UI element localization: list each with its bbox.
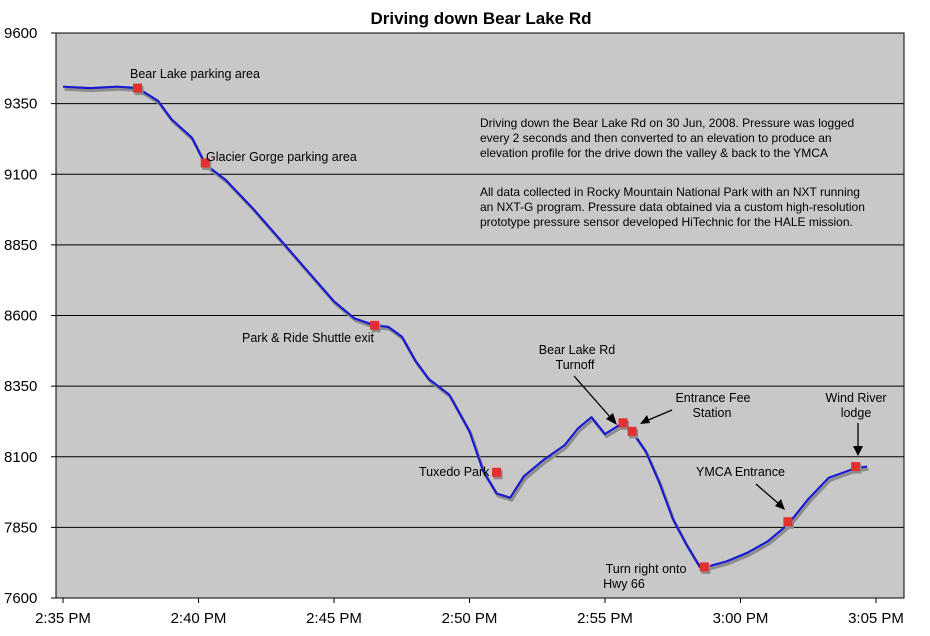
annotation-turnoff-line1: Bear Lake Rd [539, 343, 615, 357]
description-line: an NXT-G program. Pressure data obtained… [480, 200, 865, 214]
x-tick-label: 2:50 PM [442, 610, 498, 627]
description-line: elevation profile for the drive down the… [480, 146, 828, 160]
marker-point [851, 462, 861, 472]
annotation-fee-line1: Entrance Fee [675, 391, 750, 405]
marker-point [370, 320, 380, 330]
description-line: Driving down the Bear Lake Rd on 30 Jun,… [480, 116, 854, 130]
x-tick-label: 3:05 PM [848, 610, 904, 627]
annotation-tuxedo: Tuxedo Park [419, 465, 490, 479]
arrowhead-turnoff [606, 413, 617, 425]
marker-point [492, 467, 502, 477]
marker-point [627, 426, 637, 436]
chart-title: Driving down Bear Lake Rd [370, 9, 591, 28]
x-tick-label: 2:35 PM [35, 610, 91, 627]
annotation-park-ride: Park & Ride Shuttle exit [242, 331, 375, 345]
annotations: Bear Lake parking area Glacier Gorge par… [130, 67, 887, 591]
description-box: Driving down the Bear Lake Rd on 30 Jun,… [480, 116, 865, 229]
y-tick-label: 8100 [4, 449, 37, 466]
annotation-wind-line2: lodge [841, 406, 872, 420]
x-tick-label: 3:00 PM [713, 610, 769, 627]
arrowhead-fee [640, 415, 650, 424]
y-tick-label: 8600 [4, 308, 37, 325]
annotation-fee-line2: Station [693, 406, 732, 420]
elevation-line [62, 85, 868, 569]
x-tick-label: 2:45 PM [306, 610, 362, 627]
description-line: All data collected in Rocky Mountain Nat… [480, 185, 860, 199]
y-tick-label: 8350 [4, 378, 37, 395]
arrow-ymca [755, 483, 780, 505]
annotation-wind-line1: Wind River [825, 391, 886, 405]
y-tick-label: 9100 [4, 166, 37, 183]
annotation-hwy-line2: Hwy 66 [603, 577, 645, 591]
description-line: prototype pressure sensor developed HiTe… [480, 215, 853, 229]
marker-point [133, 83, 143, 93]
annotation-glacier-gorge: Glacier Gorge parking area [206, 150, 357, 164]
grid-lines [56, 32, 904, 599]
arrowhead-ymca [775, 499, 785, 510]
marker-point [618, 418, 628, 428]
marker-point [783, 517, 793, 527]
marker-point [200, 158, 210, 168]
x-tick-label: 2:55 PM [577, 610, 633, 627]
arrowhead-wind [853, 446, 863, 456]
description-line: every 2 seconds and then converted to an… [480, 131, 832, 145]
annotation-arrows [573, 375, 863, 510]
y-tick-label: 9350 [4, 96, 37, 113]
markers [133, 83, 862, 574]
arrow-fee [645, 409, 673, 422]
annotation-hwy-line1: Turn right onto [606, 562, 687, 576]
annotation-turnoff-line2: Turnoff [556, 358, 595, 372]
marker-point [699, 562, 709, 572]
annotation-bear-lake: Bear Lake parking area [130, 67, 260, 81]
elevation-line-group [62, 85, 868, 569]
y-axis-ticks: 9600 9350 9100 8850 8600 8350 8100 7850 7600 [4, 25, 56, 607]
arrow-turnoff [573, 375, 612, 419]
y-tick-label: 7600 [4, 590, 37, 607]
y-tick-label: 8850 [4, 237, 37, 254]
x-axis-ticks: 2:35 PM 2:40 PM 2:45 PM 2:50 PM 2:55 PM 3:00 … [35, 598, 904, 627]
y-tick-label: 9600 [4, 25, 37, 42]
x-tick-label: 2:40 PM [171, 610, 227, 627]
annotation-ymca: YMCA Entrance [696, 465, 785, 479]
y-tick-label: 7850 [4, 519, 37, 536]
